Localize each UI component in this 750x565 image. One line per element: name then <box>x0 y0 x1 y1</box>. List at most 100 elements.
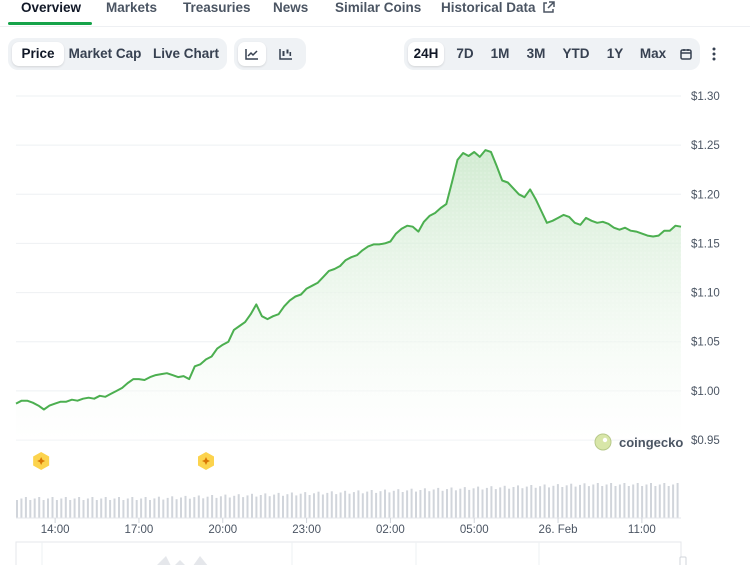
volume-bar <box>477 486 480 518</box>
more-options-button[interactable] <box>706 42 722 66</box>
volume-bar <box>543 484 546 518</box>
volume-bar <box>78 497 81 518</box>
volume-bar <box>579 484 581 518</box>
volume-bar <box>632 484 635 518</box>
volume-bar <box>91 497 94 518</box>
volume-bar <box>215 497 218 518</box>
volume-bar <box>614 486 617 518</box>
volume-bar <box>69 500 72 518</box>
tab-overview[interactable]: Overview <box>21 0 82 15</box>
range-ytd-button[interactable]: YTD <box>562 46 590 61</box>
volume-bar <box>499 487 502 518</box>
volume-bar <box>104 497 107 518</box>
calendar-icon <box>680 49 692 60</box>
volume-bar <box>388 492 391 518</box>
volume-bar <box>86 498 89 518</box>
volume-bar <box>317 491 320 518</box>
volume-bar <box>33 498 36 518</box>
price-chart[interactable]: $1.30 $1.25 $1.20 $1.15 $1.10 $1.05 $1.00 $0.95… <box>0 80 750 565</box>
market-cap-button[interactable]: Market Cap <box>68 46 142 61</box>
volume-bar <box>610 483 613 518</box>
volume-bar <box>437 487 440 518</box>
price-area-texture <box>16 150 681 440</box>
y-tick-label: $1.15 <box>691 238 720 250</box>
tab-similar-coins[interactable]: Similar Coins <box>335 0 422 15</box>
navigator-series <box>157 556 208 565</box>
tab-news[interactable]: News <box>273 0 309 15</box>
volume-bar <box>641 486 644 518</box>
volume-bar <box>175 499 178 518</box>
price-line <box>15 149 682 411</box>
volume-bar <box>144 497 147 518</box>
volume-bar <box>233 495 236 518</box>
line-chart-button[interactable] <box>238 42 266 66</box>
range-1m-button[interactable]: 1M <box>490 46 510 61</box>
volume-bar <box>587 486 590 518</box>
event-marker-icon[interactable] <box>33 452 50 470</box>
x-axis: 14:00 17:00 20:00 23:00 02:00 05:00 26. Feb 11:… <box>16 517 681 536</box>
volume-bar <box>268 496 271 518</box>
volume-bar <box>109 500 112 518</box>
price-button[interactable]: Price <box>12 42 64 66</box>
event-marker-icon[interactable] <box>198 452 214 470</box>
volume-bar <box>654 486 657 518</box>
y-tick-label: $1.05 <box>691 337 720 349</box>
volume-bar <box>140 498 143 518</box>
range-3m-button[interactable]: 3M <box>526 46 546 61</box>
y-tick-label: $1.25 <box>691 140 720 152</box>
y-tick-label: $1.10 <box>691 288 720 300</box>
candlestick-button[interactable] <box>272 42 300 66</box>
volume-bar <box>113 498 116 518</box>
volume-bar <box>650 483 652 518</box>
volume-bar <box>605 484 608 518</box>
range-1y-button[interactable]: 1Y <box>606 46 624 61</box>
volume-bar <box>375 492 378 518</box>
external-link-icon <box>542 1 555 13</box>
range-navigator[interactable] <box>15 541 687 565</box>
volume-bar <box>166 497 169 518</box>
volume-bar <box>153 498 156 518</box>
volume-bar <box>251 493 253 518</box>
volume-bar <box>459 488 462 518</box>
volume-bar <box>122 500 125 518</box>
volume-bar <box>361 493 364 518</box>
volume-bar <box>636 483 639 518</box>
volume-bar <box>468 489 471 518</box>
range-7d-button[interactable]: 7D <box>456 46 474 61</box>
navigator-handle[interactable] <box>679 556 687 565</box>
volume-bar <box>20 498 23 518</box>
range-selector: 24H 7D 1M 3M YTD 1Y Max <box>404 38 700 70</box>
volume-bar <box>521 488 524 518</box>
volume-bar <box>450 487 453 518</box>
range-24h-button[interactable]: 24H <box>408 42 444 66</box>
x-tick-label: 05:00 <box>460 524 489 536</box>
live-chart-button[interactable]: Live Chart <box>152 46 220 61</box>
volume-bar <box>286 494 289 518</box>
volume-bar <box>282 495 284 518</box>
volume-bar <box>326 492 329 518</box>
volume-bar <box>570 483 573 518</box>
calendar-button[interactable] <box>675 42 697 66</box>
volume-bar <box>530 485 533 518</box>
volume-bar <box>118 497 120 518</box>
chart-style-toggle <box>234 38 306 70</box>
volume-bar <box>273 494 276 518</box>
volume-bar <box>321 494 324 518</box>
range-max-button[interactable]: Max <box>639 46 667 61</box>
watermark-text: coingecko <box>619 435 683 450</box>
tab-markets[interactable]: Markets <box>106 0 158 15</box>
volume-bar <box>335 494 338 518</box>
volume-bar <box>255 496 258 518</box>
tab-historical-data[interactable]: Historical Data <box>441 0 555 15</box>
volume-bar <box>277 492 280 518</box>
volume-bar <box>596 483 599 518</box>
volume-bar <box>299 493 302 518</box>
tab-historical-data-label: Historical Data <box>441 0 536 15</box>
volume-bar <box>667 486 670 518</box>
tab-treasuries[interactable]: Treasuries <box>183 0 251 15</box>
candlestick-icon <box>279 49 292 60</box>
volume-bar <box>246 495 249 518</box>
volume-bar <box>100 498 103 518</box>
x-tick-label: 02:00 <box>376 524 405 536</box>
volume-bar <box>304 492 307 518</box>
